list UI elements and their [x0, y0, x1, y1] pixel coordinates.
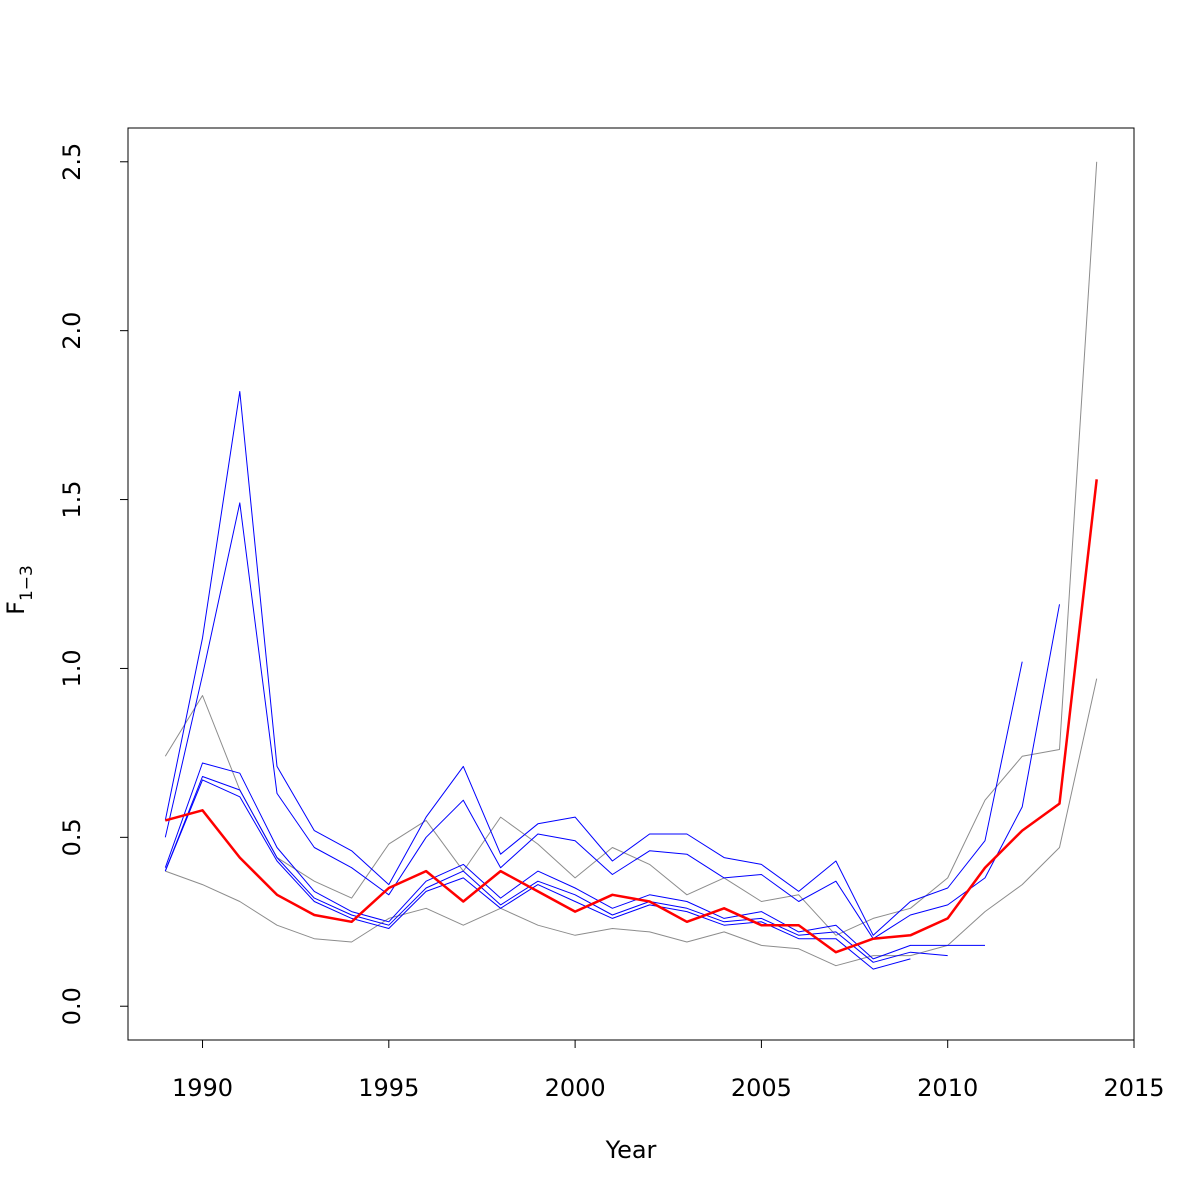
y-tick-label: 1.5	[58, 480, 86, 518]
y-axis: 0.0 0.5 1.0 1.5 2.0 2.5	[58, 143, 129, 1025]
y-tick-label: 0.0	[58, 987, 86, 1025]
retro-series-line	[164, 391, 1023, 936]
retro-series-line	[164, 502, 1060, 940]
bound-series-line	[165, 678, 1098, 967]
plot-frame	[127, 127, 1135, 1041]
y-axis-title: F1−3	[2, 565, 37, 615]
y-tick-label: 2.5	[58, 143, 86, 181]
series-layer	[164, 161, 1098, 970]
y-axis-title-subscript: 1−3	[17, 565, 37, 601]
main-series-line	[164, 479, 1098, 954]
y-axis-title-main: F	[2, 601, 30, 615]
x-axis: 1990 1995 2000 2005 2010 2015	[172, 1039, 1165, 1102]
x-tick-label: 2005	[731, 1074, 792, 1102]
x-tick-label: 1995	[358, 1074, 419, 1102]
y-tick-label: 2.0	[58, 312, 86, 350]
retro-series-line	[164, 762, 985, 960]
x-tick-label: 1990	[172, 1074, 233, 1102]
x-axis-title: Year	[605, 1136, 657, 1164]
y-tick-label: 0.5	[58, 818, 86, 856]
retro-series-line	[164, 779, 911, 970]
x-tick-label: 2000	[545, 1074, 606, 1102]
retro-series-line	[164, 776, 948, 963]
bound-series-line	[164, 161, 1098, 936]
x-tick-label: 2015	[1103, 1074, 1164, 1102]
x-tick-label: 2010	[917, 1074, 978, 1102]
y-tick-label: 1.0	[58, 649, 86, 687]
